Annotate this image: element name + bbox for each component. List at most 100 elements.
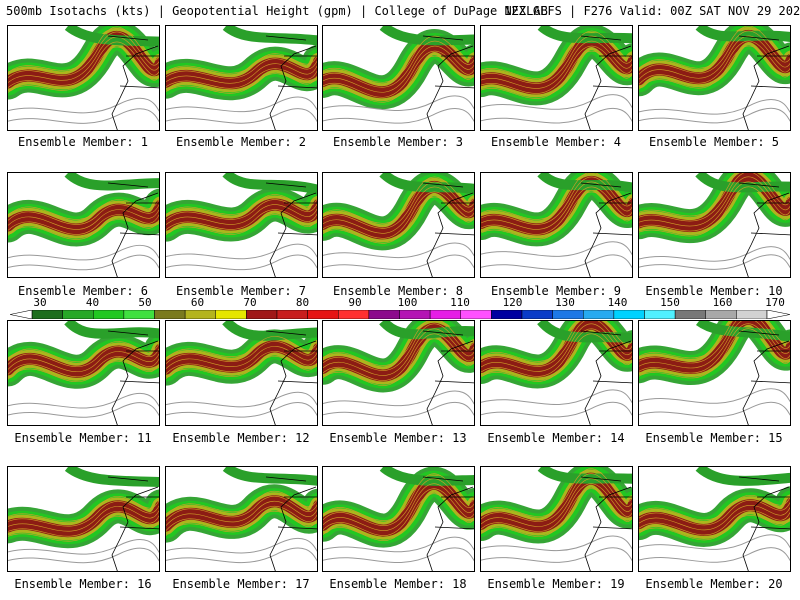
colorbar-swatch xyxy=(521,310,553,319)
colorbar-swatch xyxy=(338,310,370,319)
jet-stream-map xyxy=(166,173,317,277)
colorbar-tick-label: 100 xyxy=(397,296,418,309)
ensemble-panel-14[interactable] xyxy=(480,320,633,426)
colorbar-swatch xyxy=(613,310,645,319)
ensemble-panel-8[interactable] xyxy=(322,172,475,278)
ensemble-panel-13[interactable] xyxy=(322,320,475,426)
member-caption: Ensemble Member: 17 xyxy=(172,577,310,591)
jet-stream-map xyxy=(481,467,632,571)
colorbar-end-arrow xyxy=(10,310,33,319)
jet-stream-map xyxy=(8,26,159,130)
colorbar-swatch xyxy=(307,310,339,319)
member-caption: Ensemble Member: 15 xyxy=(645,431,783,445)
colorbar-swatch xyxy=(154,310,186,319)
colorbar-tick-label: 130 xyxy=(555,296,575,309)
ensemble-panel-7[interactable] xyxy=(165,172,318,278)
ensemble-panel-15[interactable] xyxy=(638,320,791,426)
member-caption: Ensemble Member: 10 xyxy=(645,284,783,298)
colorbar-swatch xyxy=(552,310,584,319)
colorbar-tick-label: 80 xyxy=(295,296,310,309)
ensemble-panel-12[interactable] xyxy=(165,320,318,426)
ensemble-panel-3[interactable] xyxy=(322,25,475,131)
colorbar-swatch xyxy=(736,310,768,319)
ensemble-panel-10[interactable] xyxy=(638,172,791,278)
member-caption: Ensemble Member: 6 xyxy=(17,284,149,298)
colorbar: 30 40 50 60 70 80 90 100 110 120 130 140 150 160 170 xyxy=(10,297,790,323)
colorbar-swatch xyxy=(460,310,492,319)
colorbar-swatch xyxy=(705,310,737,319)
jet-stream-map xyxy=(8,321,159,425)
jet-stream-map xyxy=(323,26,474,130)
member-caption: Ensemble Member: 16 xyxy=(14,577,152,591)
colorbar-swatch xyxy=(644,310,676,319)
colorbar-tick-label: 90 xyxy=(348,296,362,309)
ensemble-panel-4[interactable] xyxy=(480,25,633,131)
colorbar-tick-label: 40 xyxy=(85,296,100,309)
ensemble-panel-5[interactable] xyxy=(638,25,791,131)
colorbar-swatch xyxy=(184,310,216,319)
ensemble-panel-19[interactable] xyxy=(480,466,633,572)
colorbar-swatch xyxy=(31,310,63,319)
jet-stream-map xyxy=(639,467,790,571)
colorbar-tick-label: 120 xyxy=(502,296,523,309)
ensemble-panel-6[interactable] xyxy=(7,172,160,278)
ensemble-panel-9[interactable] xyxy=(480,172,633,278)
member-caption: Ensemble Member: 2 xyxy=(175,135,307,149)
colorbar-tick-label: 30 xyxy=(33,296,47,309)
jet-stream-map xyxy=(166,321,317,425)
colorbar-tick-label: 110 xyxy=(450,296,470,309)
colorbar-tick-label: 70 xyxy=(243,296,257,309)
jet-stream-map xyxy=(323,173,474,277)
header-run-info: 12Z GEFS | F276 Valid: 00Z SAT NOV 29 20… xyxy=(504,4,800,18)
jet-stream-map xyxy=(166,467,317,571)
ensemble-panel-2[interactable] xyxy=(165,25,318,131)
colorbar-tick-label: 150 xyxy=(660,296,680,309)
ensemble-panel-1[interactable] xyxy=(7,25,160,131)
jet-stream-map xyxy=(639,173,790,277)
ensemble-panel-20[interactable] xyxy=(638,466,791,572)
ensemble-panel-11[interactable] xyxy=(7,320,160,426)
colorbar-swatch xyxy=(429,310,461,319)
jet-stream-map xyxy=(323,321,474,425)
jet-stream-map xyxy=(481,173,632,277)
colorbar-swatch xyxy=(583,310,615,319)
member-caption: Ensemble Member: 9 xyxy=(490,284,622,298)
colorbar-swatch xyxy=(399,310,431,319)
jet-stream-map xyxy=(639,321,790,425)
colorbar-swatch xyxy=(246,310,278,319)
member-caption: Ensemble Member: 13 xyxy=(329,431,467,445)
member-caption: Ensemble Member: 11 xyxy=(14,431,152,445)
header-title: 500mb Isotachs (kts) | Geopotential Heig… xyxy=(6,4,548,18)
colorbar-tick-label: 50 xyxy=(138,296,152,309)
ensemble-panel-18[interactable] xyxy=(322,466,475,572)
jet-stream-map xyxy=(8,467,159,571)
colorbar-swatch xyxy=(368,310,400,319)
member-caption: Ensemble Member: 4 xyxy=(490,135,622,149)
colorbar-swatch xyxy=(674,310,706,319)
jet-stream-map xyxy=(639,26,790,130)
jet-stream-map xyxy=(166,26,317,130)
member-caption: Ensemble Member: 18 xyxy=(329,577,467,591)
colorbar-swatch xyxy=(215,310,247,319)
member-caption: Ensemble Member: 3 xyxy=(332,135,464,149)
member-caption: Ensemble Member: 1 xyxy=(17,135,149,149)
member-caption: Ensemble Member: 14 xyxy=(487,431,625,445)
member-caption: Ensemble Member: 7 xyxy=(175,284,307,298)
colorbar-end-arrow xyxy=(766,310,790,319)
colorbar-tick-label: 170 xyxy=(765,296,785,309)
colorbar-swatch xyxy=(491,310,523,319)
ensemble-panel-16[interactable] xyxy=(7,466,160,572)
ensemble-panel-17[interactable] xyxy=(165,466,318,572)
jet-stream-map xyxy=(481,321,632,425)
colorbar-tick-label: 140 xyxy=(607,296,628,309)
colorbar-swatch xyxy=(93,310,125,319)
member-caption: Ensemble Member: 5 xyxy=(648,135,780,149)
jet-stream-map xyxy=(323,467,474,571)
colorbar-strip xyxy=(10,310,790,319)
colorbar-tick-label: 160 xyxy=(712,296,733,309)
colorbar-swatch xyxy=(276,310,308,319)
member-caption: Ensemble Member: 20 xyxy=(645,577,783,591)
member-caption: Ensemble Member: 8 xyxy=(332,284,464,298)
jet-stream-map xyxy=(8,173,159,277)
member-caption: Ensemble Member: 12 xyxy=(172,431,310,445)
